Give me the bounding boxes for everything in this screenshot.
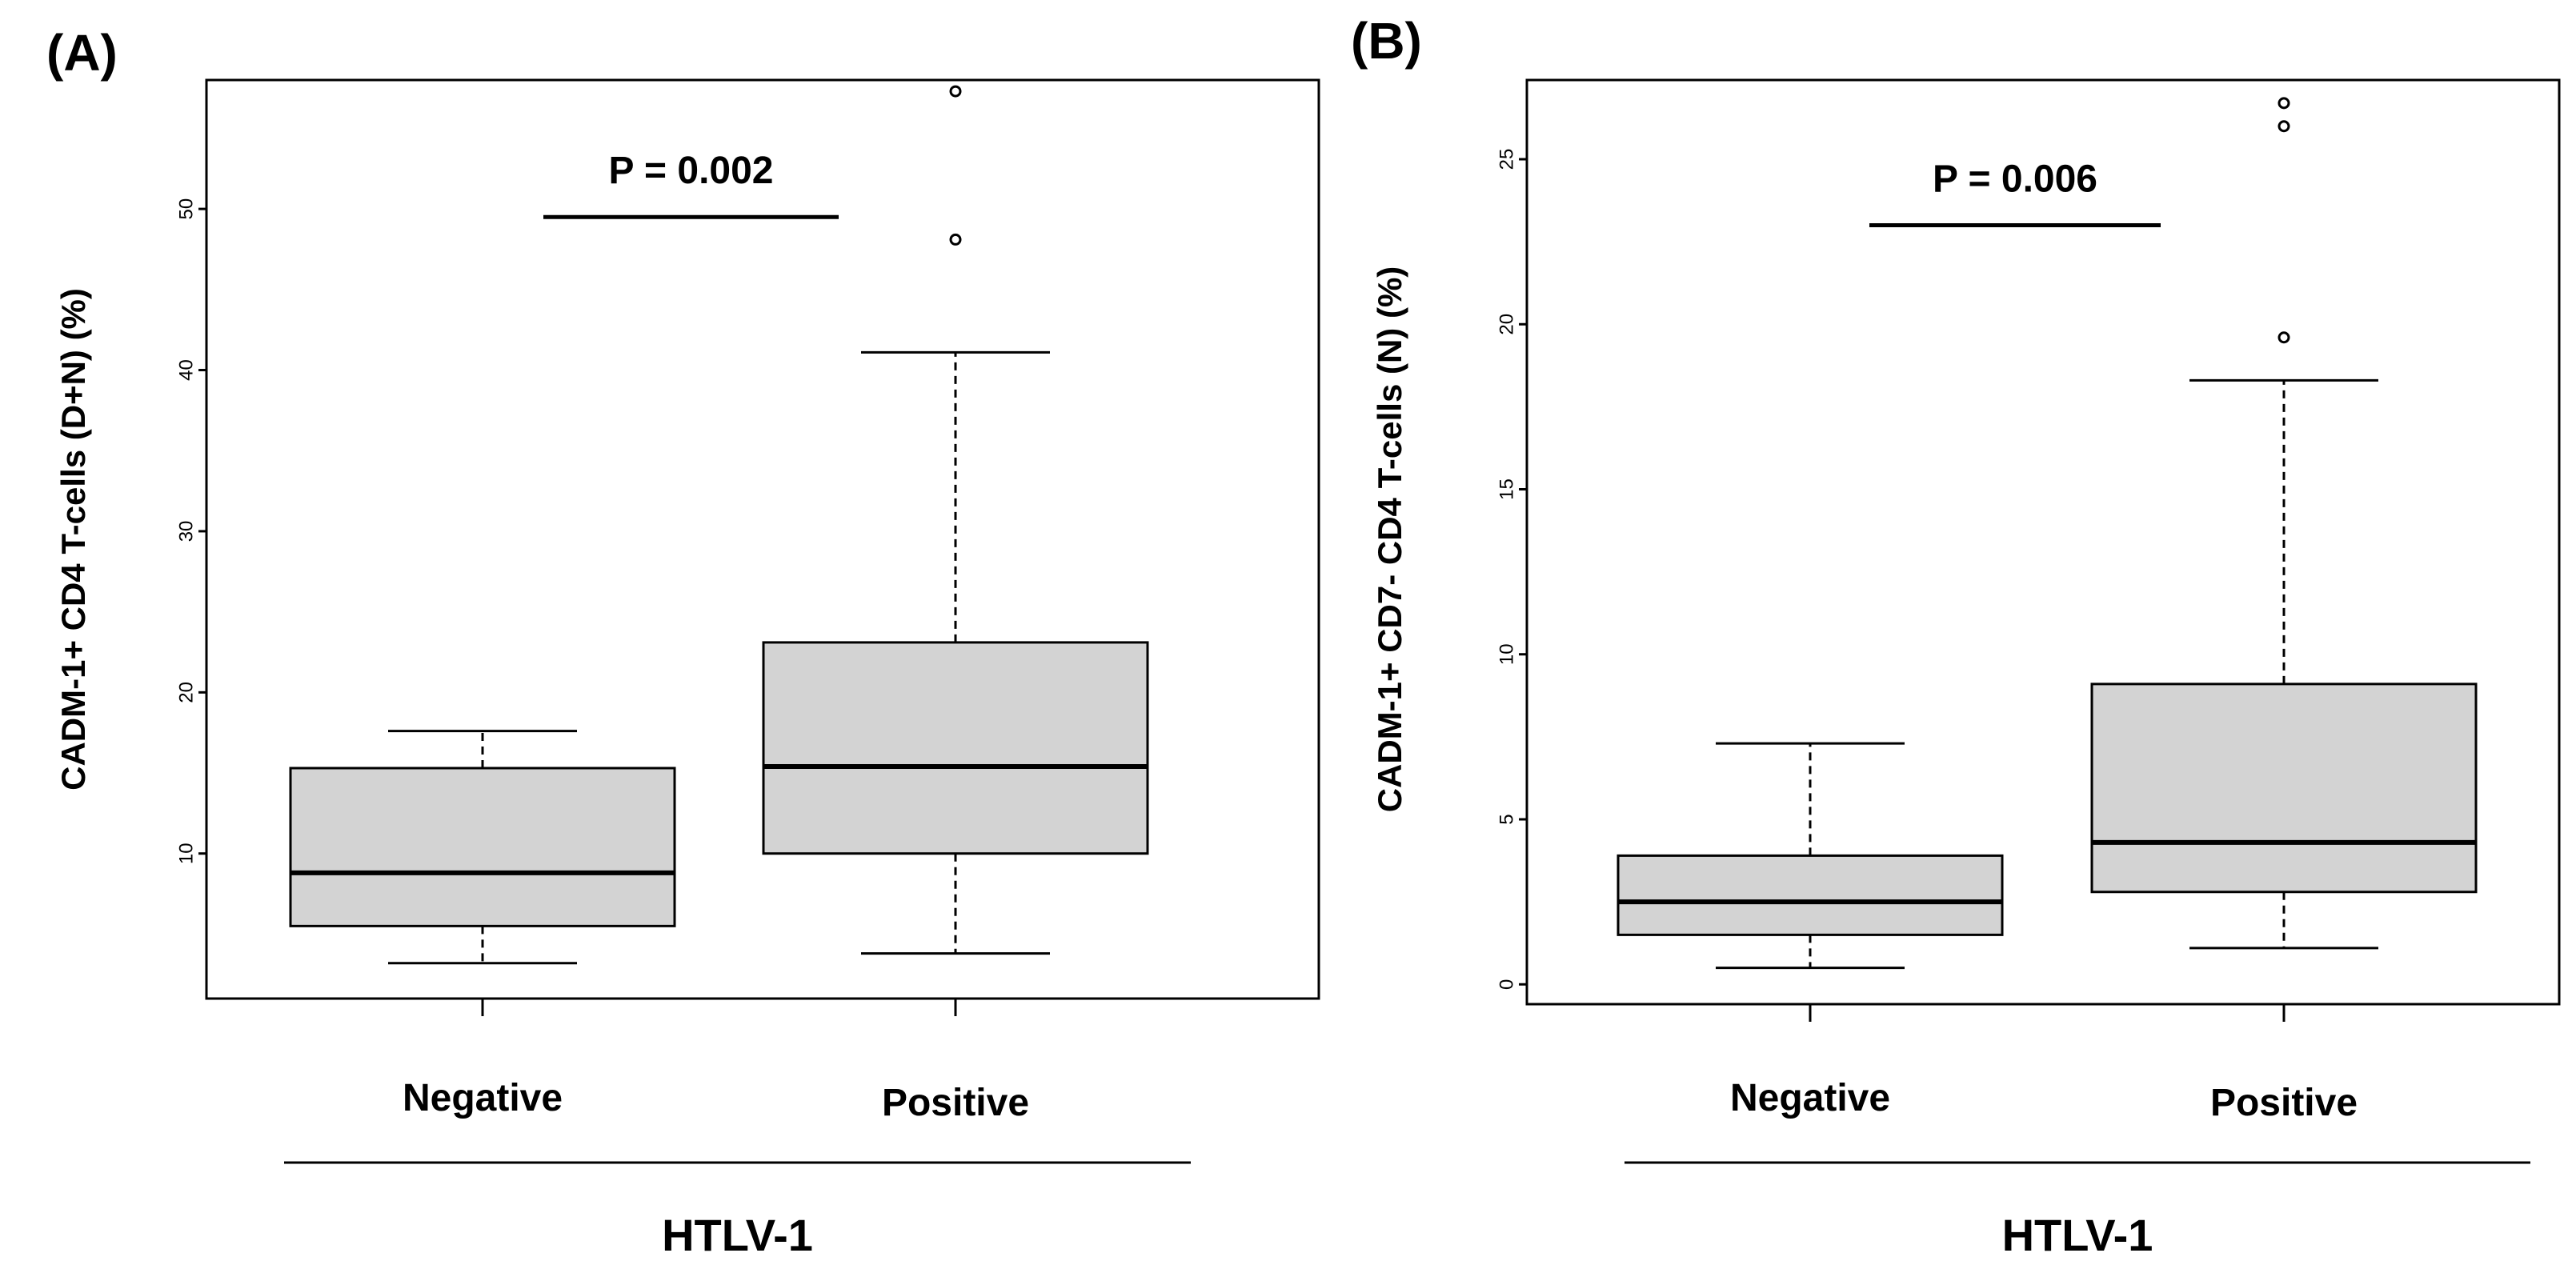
outlier-point: [949, 85, 962, 98]
y-tick-label: 50: [175, 198, 197, 220]
panel-label: (A): [46, 24, 118, 82]
y-tick-label: 5: [1496, 814, 1517, 824]
box-negative: [289, 730, 676, 965]
category-label-negative: Negative: [403, 1077, 563, 1119]
y-tick-label: 0: [1496, 979, 1517, 990]
panel-a: 10 20 30 40 50 Negative Positive P = 0.002 CADM-…: [46, 24, 1320, 1260]
iqr-box: [2090, 683, 2478, 894]
y-tick-label: 10: [1496, 643, 1517, 665]
group-label: HTLV-1: [2002, 1210, 2153, 1260]
p-value-label: P = 0.006: [1933, 158, 2097, 201]
category-label-positive: Positive: [882, 1082, 1029, 1124]
y-axis-label: CADM-1+ CD7- CD4 T-cells (N) (%): [1371, 266, 1408, 813]
outlier-point: [2278, 120, 2290, 133]
y-tick-label: 10: [175, 843, 197, 864]
box-positive: [762, 85, 1149, 955]
y-tick-label: 20: [175, 682, 197, 703]
box-positive: [2090, 97, 2478, 950]
iqr-box: [289, 767, 676, 927]
outlier-point: [2278, 331, 2290, 344]
iqr-box: [762, 641, 1149, 855]
category-label-positive: Positive: [2210, 1082, 2358, 1124]
y-tick-label: 15: [1496, 478, 1517, 500]
category-label-negative: Negative: [1730, 1077, 1890, 1119]
group-label: HTLV-1: [662, 1210, 813, 1260]
outlier-point: [949, 233, 962, 246]
p-value-label: P = 0.002: [609, 150, 774, 192]
box-negative: [1617, 742, 2004, 970]
y-tick-label: 25: [1496, 149, 1517, 170]
y-tick-label: 40: [175, 359, 197, 381]
y-tick-label: 30: [175, 521, 197, 542]
y-tick-label: 20: [1496, 314, 1517, 335]
iqr-box: [1617, 854, 2004, 936]
plot-frame: [205, 78, 1320, 1000]
panel-label: (B): [1351, 12, 1422, 70]
outlier-point: [2278, 97, 2290, 110]
plot-frame: [1525, 78, 2561, 1006]
y-axis-label: CADM-1+ CD4 T-cells (D+N) (%): [54, 288, 92, 791]
panel-b: 0 5 10 15 20 25 Negative Positive P = 0.006 CADM-…: [1351, 12, 2561, 1260]
